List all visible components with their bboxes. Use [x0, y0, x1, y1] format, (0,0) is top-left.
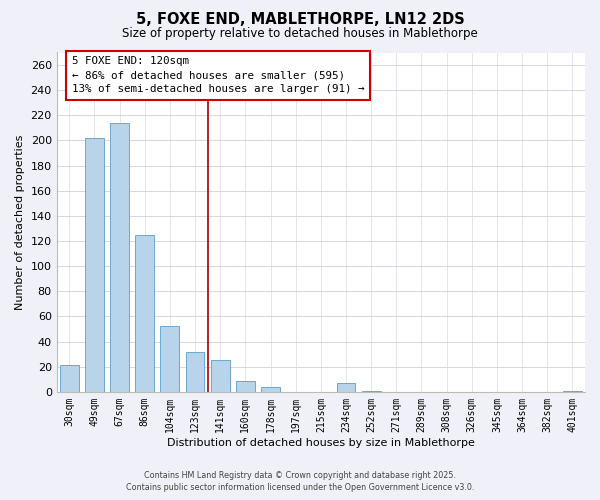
Bar — [261, 387, 280, 392]
X-axis label: Distribution of detached houses by size in Mablethorpe: Distribution of detached houses by size … — [167, 438, 475, 448]
Bar — [160, 326, 179, 392]
Bar — [236, 380, 255, 392]
Text: Contains HM Land Registry data © Crown copyright and database right 2025.
Contai: Contains HM Land Registry data © Crown c… — [126, 471, 474, 492]
Text: 5, FOXE END, MABLETHORPE, LN12 2DS: 5, FOXE END, MABLETHORPE, LN12 2DS — [136, 12, 464, 28]
Y-axis label: Number of detached properties: Number of detached properties — [15, 134, 25, 310]
Bar — [337, 383, 355, 392]
Bar — [563, 390, 582, 392]
Bar — [85, 138, 104, 392]
Bar — [185, 352, 205, 392]
Bar — [110, 123, 129, 392]
Bar — [211, 360, 230, 392]
Bar — [135, 234, 154, 392]
Bar — [362, 390, 380, 392]
Text: 5 FOXE END: 120sqm
← 86% of detached houses are smaller (595)
13% of semi-detach: 5 FOXE END: 120sqm ← 86% of detached hou… — [72, 56, 364, 94]
Bar — [60, 366, 79, 392]
Text: Size of property relative to detached houses in Mablethorpe: Size of property relative to detached ho… — [122, 28, 478, 40]
